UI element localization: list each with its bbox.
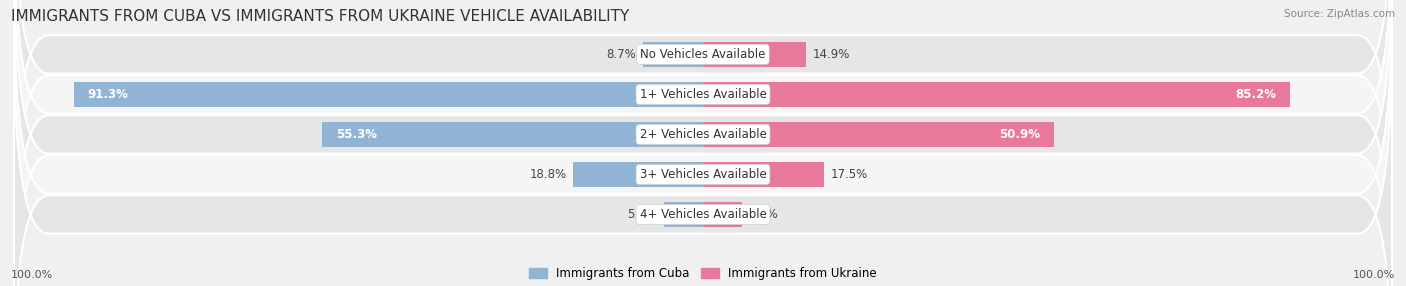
Text: 8.7%: 8.7%	[606, 48, 636, 61]
Text: 5.6%: 5.6%	[748, 208, 778, 221]
Text: 100.0%: 100.0%	[11, 270, 53, 280]
Text: 85.2%: 85.2%	[1236, 88, 1277, 101]
Text: 50.9%: 50.9%	[998, 128, 1040, 141]
Text: No Vehicles Available: No Vehicles Available	[640, 48, 766, 61]
Text: IMMIGRANTS FROM CUBA VS IMMIGRANTS FROM UKRAINE VEHICLE AVAILABILITY: IMMIGRANTS FROM CUBA VS IMMIGRANTS FROM …	[11, 9, 630, 23]
Text: 14.9%: 14.9%	[813, 48, 849, 61]
Text: 17.5%: 17.5%	[831, 168, 868, 181]
FancyBboxPatch shape	[14, 0, 1392, 235]
Text: Source: ZipAtlas.com: Source: ZipAtlas.com	[1284, 9, 1395, 19]
Bar	[664, 202, 703, 227]
Text: 18.8%: 18.8%	[530, 168, 567, 181]
Bar	[75, 82, 703, 107]
Text: 91.3%: 91.3%	[87, 88, 129, 101]
Text: 1+ Vehicles Available: 1+ Vehicles Available	[640, 88, 766, 101]
Text: 4+ Vehicles Available: 4+ Vehicles Available	[640, 208, 766, 221]
Bar	[703, 122, 1053, 147]
FancyBboxPatch shape	[14, 33, 1392, 286]
Bar	[703, 82, 1289, 107]
Text: 3+ Vehicles Available: 3+ Vehicles Available	[640, 168, 766, 181]
Text: 5.7%: 5.7%	[627, 208, 657, 221]
Bar	[703, 202, 741, 227]
Legend: Immigrants from Cuba, Immigrants from Ukraine: Immigrants from Cuba, Immigrants from Uk…	[529, 267, 877, 280]
Bar	[643, 42, 703, 67]
Bar	[703, 162, 824, 187]
Bar	[703, 42, 806, 67]
Text: 55.3%: 55.3%	[336, 128, 377, 141]
Bar	[322, 122, 703, 147]
Text: 2+ Vehicles Available: 2+ Vehicles Available	[640, 128, 766, 141]
FancyBboxPatch shape	[14, 0, 1392, 286]
FancyBboxPatch shape	[14, 0, 1392, 286]
Text: 100.0%: 100.0%	[1353, 270, 1395, 280]
Bar	[574, 162, 703, 187]
FancyBboxPatch shape	[14, 0, 1392, 275]
